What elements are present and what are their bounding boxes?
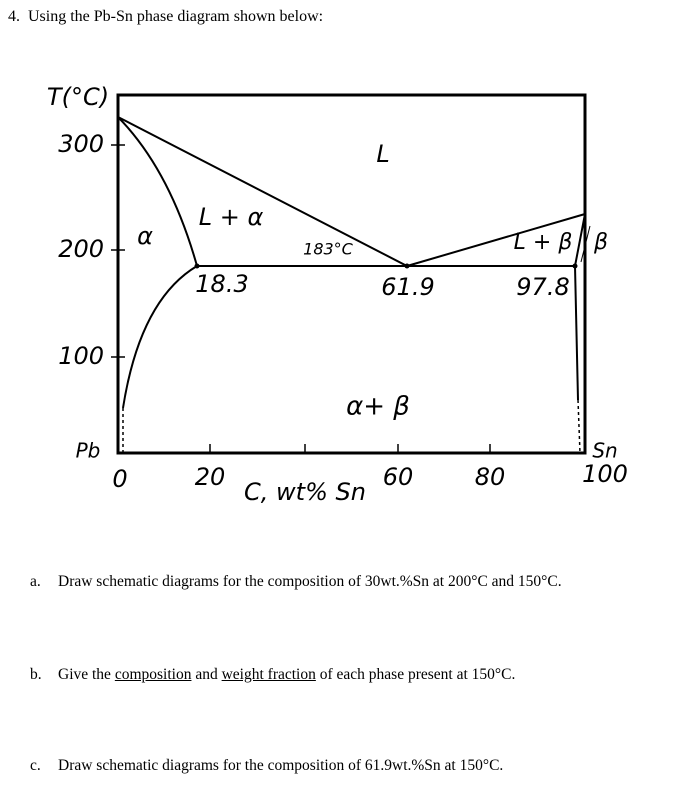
- region-label: L: [376, 140, 389, 168]
- question-part: a. Draw schematic diagrams for the compos…: [30, 573, 562, 591]
- composition-label: 61.9: [381, 273, 434, 301]
- y-tick-label: 300: [58, 130, 104, 158]
- region-label: L + α: [199, 203, 264, 231]
- point: [194, 263, 200, 269]
- question: 4. Using the Pb-Sn phase diagram shown be…: [8, 8, 323, 26]
- y-tick-label: 100: [58, 342, 104, 370]
- beta-bracket: [580, 225, 591, 263]
- phase-diagram: T(°C) 300 200 100 0 20 60 80 100 C, wt% …: [47, 83, 628, 506]
- point: [404, 263, 410, 269]
- element: Pb: [76, 439, 101, 463]
- part-label: a.: [30, 573, 41, 590]
- part-text: and: [191, 666, 222, 683]
- eutectic-temperature: 183°C: [303, 240, 354, 259]
- region-label: β: [593, 230, 608, 255]
- underlined-text: weight fraction: [221, 666, 316, 683]
- underlined-text: composition: [114, 666, 192, 683]
- part-label: c.: [30, 757, 41, 774]
- element: Sn: [592, 439, 617, 463]
- region-label: L + β: [514, 230, 573, 255]
- alpha-solidus: [117, 116, 198, 267]
- part-text: Draw schematic diagrams for the composit…: [58, 757, 504, 774]
- part-text: of each phase present at 150°C.: [315, 666, 516, 683]
- x-tick-label: 80: [475, 463, 506, 491]
- composition-label: 97.8: [516, 273, 569, 301]
- x-tick-label: 0: [112, 465, 127, 493]
- question-part: c. Draw schematic diagrams for the compos…: [30, 757, 503, 775]
- beta-solvus-dashed: [577, 399, 581, 454]
- frame: [116, 93, 587, 455]
- part-text: Give the: [58, 666, 115, 683]
- x-axis-title: C, wt% Sn: [244, 478, 366, 506]
- region-label: α: [137, 222, 153, 250]
- composition-label: 18.3: [195, 270, 248, 298]
- question-text: Using the Pb-Sn phase diagram shown belo…: [28, 8, 324, 25]
- region-label: α+ β: [346, 392, 410, 422]
- part-text: Draw schematic diagrams for the composit…: [58, 573, 562, 590]
- y-tick-label: 200: [58, 235, 104, 263]
- question-number: 4.: [8, 8, 20, 25]
- x-tick-label: 60: [383, 463, 414, 491]
- y-axis-title: T(°C): [47, 83, 109, 111]
- point: [572, 263, 578, 269]
- alpha-solvus: [122, 265, 198, 409]
- x-tick-label: 100: [582, 460, 628, 488]
- x-tick-label: 20: [195, 463, 226, 491]
- part-label: b.: [30, 666, 42, 683]
- question-part: b. Give the composition and weight fracti…: [30, 666, 515, 684]
